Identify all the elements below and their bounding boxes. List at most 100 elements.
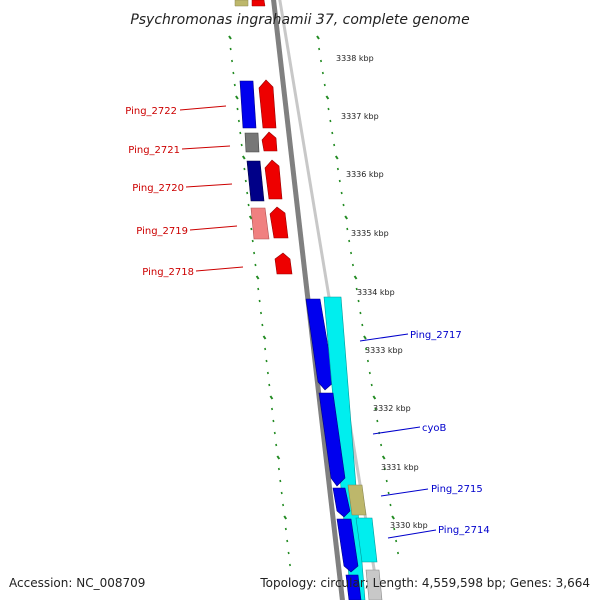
tick-mark	[316, 35, 320, 40]
tick-mark	[318, 47, 321, 51]
tick-column-left	[228, 35, 292, 567]
gene-label-ping-2714[interactable]: Ping_2714	[438, 525, 490, 536]
tick-mark	[325, 95, 330, 100]
tick-mark	[230, 59, 234, 63]
tick-mark	[346, 227, 349, 231]
leader-ping-2721	[181, 145, 231, 150]
tick-mark	[385, 479, 388, 483]
tick-mark	[275, 443, 278, 447]
feature-ping-2720-navy[interactable]	[246, 160, 265, 202]
kbp-label: 3330 kbp	[390, 521, 428, 530]
tick-mark	[348, 239, 351, 243]
tick-mark	[331, 131, 334, 135]
feature-ping-2719-pink[interactable]	[250, 207, 270, 240]
tick-mark	[327, 107, 330, 111]
feature-ping-2718-red[interactable]	[274, 252, 293, 275]
accession-text: Accession: NC_008709	[9, 576, 145, 590]
tick-mark	[357, 299, 360, 303]
feature-ping-2722-red[interactable]	[258, 79, 277, 129]
kbp-label: 3331 kbp	[381, 463, 419, 472]
tick-mark	[264, 347, 267, 351]
tick-mark	[233, 83, 236, 87]
leader-ping-2719	[189, 225, 238, 231]
tick-mark	[277, 467, 280, 471]
gene-label-ping-2720[interactable]: Ping_2720	[132, 183, 184, 194]
tick-mark	[248, 215, 253, 220]
feature-ping-2721-red[interactable]	[261, 131, 278, 152]
tick-mark	[287, 551, 290, 555]
leader-ping-2722	[179, 105, 227, 111]
tick-column-right	[316, 35, 400, 555]
feature-ping-2722-blue[interactable]	[239, 80, 257, 129]
gene-label-ping-2718[interactable]: Ping_2718	[142, 267, 194, 278]
tick-mark	[389, 503, 392, 507]
tick-mark	[268, 383, 271, 387]
feature-ping-2717-blue[interactable]	[305, 298, 335, 391]
feature-ping-2714-blue[interactable]	[336, 518, 359, 573]
tick-mark	[359, 311, 362, 315]
kbp-label: 3333 kbp	[365, 346, 403, 355]
tick-mark	[344, 215, 348, 220]
feature-top-olive[interactable]	[234, 0, 249, 7]
feature-ping-2715-olive[interactable]	[347, 484, 367, 516]
tick-mark	[286, 539, 289, 543]
leader-cyob	[372, 426, 421, 435]
tick-mark	[271, 407, 274, 411]
tick-mark	[334, 155, 339, 160]
feature-ping-2714-cyan[interactable]	[355, 517, 378, 563]
tick-mark	[243, 167, 246, 171]
tick-mark	[288, 563, 292, 567]
feature-ping-2715-blue[interactable]	[332, 487, 351, 518]
tick-mark	[350, 251, 353, 255]
tick-mark	[269, 395, 274, 400]
tick-mark	[380, 443, 383, 447]
tick-mark	[279, 479, 282, 483]
kbp-label: 3337 kbp	[341, 112, 379, 121]
tick-mark	[265, 359, 268, 363]
tick-mark	[253, 251, 256, 255]
tick-mark	[319, 59, 323, 63]
leader-ping-2718	[195, 266, 244, 272]
gene-label-ping-2715[interactable]: Ping_2715	[431, 484, 483, 495]
feature-top-red[interactable]	[251, 0, 266, 7]
tick-mark	[246, 191, 249, 195]
tick-mark	[240, 143, 243, 147]
tick-mark	[363, 335, 367, 340]
tick-mark	[372, 395, 377, 400]
leader-ping-2715	[380, 488, 429, 497]
tick-mark	[251, 239, 254, 243]
tick-mark	[283, 515, 288, 520]
tick-mark	[254, 263, 257, 267]
tick-mark	[232, 71, 235, 75]
tick-mark	[370, 383, 373, 387]
feature-ping-2719-red[interactable]	[269, 206, 289, 239]
tick-mark	[391, 515, 395, 520]
tick-mark	[235, 95, 239, 100]
leader-ping-2720	[185, 183, 233, 188]
gene-label-ping-2717[interactable]: Ping_2717	[410, 330, 462, 341]
tick-mark	[361, 323, 364, 327]
tick-mark	[374, 407, 377, 411]
gene-label-ping-2721[interactable]: Ping_2721	[128, 145, 180, 156]
tick-mark	[261, 323, 264, 327]
gene-label-ping-2719[interactable]: Ping_2719	[136, 226, 188, 237]
tick-mark	[272, 419, 275, 423]
gene-label-ping-2722[interactable]: Ping_2722	[125, 106, 177, 117]
feature-ping-2720-red[interactable]	[264, 159, 283, 200]
kbp-label: 3335 kbp	[351, 229, 389, 238]
tick-mark	[276, 455, 281, 460]
tick-mark	[351, 263, 354, 267]
tick-mark	[284, 527, 287, 531]
tick-mark	[257, 287, 260, 291]
tick-mark	[236, 107, 239, 111]
feature-ping-2721-grey[interactable]	[244, 132, 260, 153]
gene-label-cyob[interactable]: cyoB	[422, 423, 447, 434]
tick-mark	[366, 359, 369, 363]
feature-bottom-blue[interactable]	[345, 574, 362, 600]
feature-cyob-blue[interactable]	[318, 392, 346, 487]
tick-mark	[355, 287, 358, 291]
tick-mark	[262, 335, 267, 340]
tick-mark	[340, 191, 343, 195]
feature-bottom-grey[interactable]	[365, 569, 383, 600]
